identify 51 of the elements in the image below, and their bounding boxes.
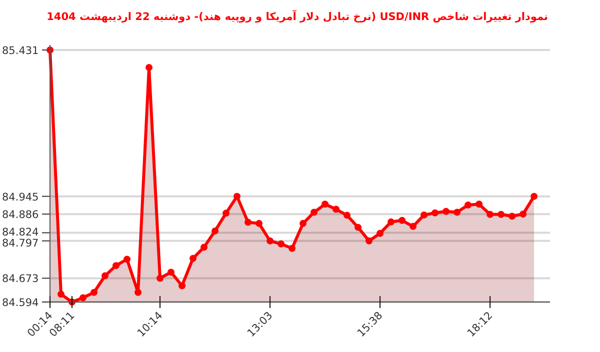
point: [288, 244, 296, 252]
point: [80, 294, 87, 302]
title: نمودار تغییرات شاخص USD/INR (نرخ تبادل دلار آمریکا و روپیه هند)- دوشنبه 22 اردیبهشت 1404: [46, 11, 548, 23]
y-tick-label: 84.886: [2, 209, 40, 222]
point: [146, 64, 153, 71]
point: [310, 208, 318, 216]
y-tick-label: 84.797: [2, 237, 39, 250]
point: [300, 220, 307, 227]
point: [124, 256, 131, 263]
point: [432, 209, 439, 216]
point: [58, 290, 64, 298]
point: [112, 262, 120, 270]
point: [102, 272, 109, 280]
point: [322, 200, 329, 208]
point: [530, 192, 538, 200]
point: [420, 211, 428, 218]
point: [190, 254, 197, 262]
point: [234, 192, 241, 200]
point: [454, 208, 461, 216]
point: [156, 274, 164, 282]
point: [266, 237, 274, 244]
point: [354, 224, 362, 231]
y-tick-label: 84.673: [2, 273, 39, 286]
point: [244, 218, 252, 226]
point: [178, 282, 186, 290]
point: [376, 230, 384, 237]
point: [212, 227, 219, 234]
point: [498, 210, 505, 218]
point: [464, 202, 472, 209]
y-tick-label: 84.824: [2, 226, 40, 238]
point: [134, 288, 142, 296]
point: [168, 268, 175, 276]
point: [256, 220, 263, 227]
point: [388, 218, 395, 226]
point: [222, 210, 230, 217]
point: [508, 212, 516, 220]
point: [442, 208, 450, 215]
point: [200, 244, 208, 251]
y-tick-label: 85.431: [2, 45, 39, 57]
point: [410, 222, 417, 230]
point: [398, 216, 406, 224]
point: [520, 210, 527, 218]
point: [366, 237, 373, 244]
point: [90, 288, 98, 296]
point: [486, 210, 494, 218]
point: [278, 240, 285, 248]
y-tick-label: 84.945: [2, 191, 39, 204]
y-tick-label: 84.594: [2, 297, 40, 309]
point: [332, 206, 340, 213]
point: [344, 212, 351, 219]
point: [476, 200, 483, 208]
